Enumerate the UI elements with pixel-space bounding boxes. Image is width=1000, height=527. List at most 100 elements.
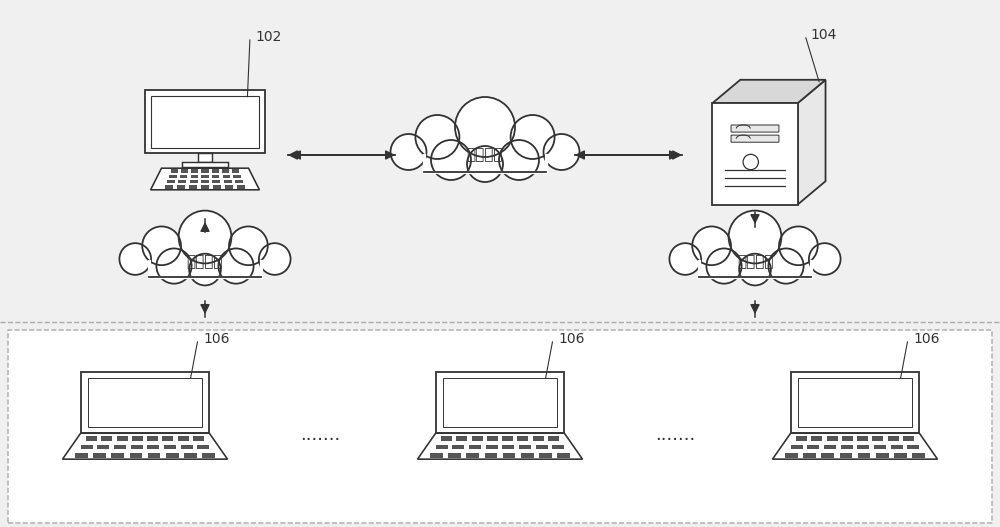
Bar <box>145 90 265 153</box>
Bar <box>167 180 175 183</box>
Bar <box>224 180 232 183</box>
Bar <box>212 174 219 178</box>
Text: .......: ....... <box>655 426 695 444</box>
Bar <box>502 436 513 441</box>
Bar <box>840 453 852 458</box>
Bar <box>443 378 557 427</box>
Bar <box>130 453 142 458</box>
Bar <box>132 436 143 441</box>
Bar <box>212 169 219 172</box>
Bar <box>147 445 159 450</box>
Bar <box>487 436 498 441</box>
Polygon shape <box>418 433 582 459</box>
Circle shape <box>779 227 818 265</box>
Bar <box>824 445 836 450</box>
Bar <box>456 436 467 441</box>
Bar <box>86 436 97 441</box>
Bar <box>521 453 534 458</box>
Text: 106: 106 <box>558 332 584 346</box>
Bar <box>539 453 552 458</box>
Bar <box>803 453 816 458</box>
Bar <box>233 174 241 178</box>
Bar <box>201 186 209 189</box>
Bar <box>486 445 498 450</box>
Bar <box>164 445 176 450</box>
Bar <box>912 453 925 458</box>
Circle shape <box>455 97 515 157</box>
Bar <box>177 186 185 189</box>
Text: .......: ....... <box>300 426 340 444</box>
Circle shape <box>743 154 758 170</box>
Bar <box>190 180 198 183</box>
Bar <box>441 436 452 441</box>
Circle shape <box>259 243 291 275</box>
Bar <box>117 436 128 441</box>
FancyBboxPatch shape <box>731 125 779 132</box>
Bar <box>888 436 899 441</box>
Circle shape <box>179 211 231 264</box>
Bar <box>225 186 233 189</box>
Bar <box>81 445 93 450</box>
Bar <box>169 174 177 178</box>
Circle shape <box>511 115 555 159</box>
Bar <box>75 453 88 458</box>
Circle shape <box>229 227 268 265</box>
Circle shape <box>467 146 503 182</box>
Bar <box>466 453 479 458</box>
Bar <box>88 378 202 427</box>
Bar <box>178 180 186 183</box>
FancyBboxPatch shape <box>8 330 992 523</box>
Bar <box>796 436 807 441</box>
Bar <box>858 453 870 458</box>
Circle shape <box>768 248 804 284</box>
Bar <box>101 436 112 441</box>
Bar <box>699 261 811 277</box>
Bar <box>876 453 889 458</box>
Text: 106: 106 <box>203 332 229 346</box>
Bar <box>171 169 178 172</box>
Bar <box>424 155 546 172</box>
Bar <box>821 453 834 458</box>
Text: 网络连接: 网络连接 <box>737 253 773 269</box>
Text: 102: 102 <box>255 30 281 44</box>
Bar <box>842 436 853 441</box>
Bar <box>798 378 912 427</box>
Circle shape <box>729 211 781 264</box>
Circle shape <box>218 248 254 284</box>
Bar <box>557 453 570 458</box>
Circle shape <box>390 134 426 170</box>
Bar <box>857 436 868 441</box>
Bar <box>811 436 822 441</box>
Circle shape <box>692 227 731 265</box>
Bar <box>149 261 261 277</box>
Bar <box>212 180 220 183</box>
Bar <box>891 445 903 450</box>
Bar <box>548 436 559 441</box>
Bar <box>712 103 798 204</box>
Bar <box>448 453 461 458</box>
Bar <box>147 436 158 441</box>
Bar <box>201 169 209 172</box>
Bar <box>151 96 259 148</box>
Bar <box>791 445 803 450</box>
Circle shape <box>431 140 471 180</box>
Bar <box>166 453 179 458</box>
Bar <box>791 372 919 433</box>
Bar <box>872 436 883 441</box>
Circle shape <box>543 134 579 170</box>
Bar <box>894 453 907 458</box>
Bar <box>903 436 914 441</box>
Bar <box>189 186 197 189</box>
Bar <box>81 372 209 433</box>
Bar <box>807 445 819 450</box>
Bar <box>502 445 514 450</box>
Bar <box>114 445 126 450</box>
Bar <box>201 174 209 178</box>
Bar <box>181 169 188 172</box>
Bar <box>201 180 209 183</box>
FancyBboxPatch shape <box>731 135 779 142</box>
Bar <box>148 453 160 458</box>
Bar <box>162 436 173 441</box>
Bar <box>178 436 189 441</box>
Polygon shape <box>772 433 938 459</box>
